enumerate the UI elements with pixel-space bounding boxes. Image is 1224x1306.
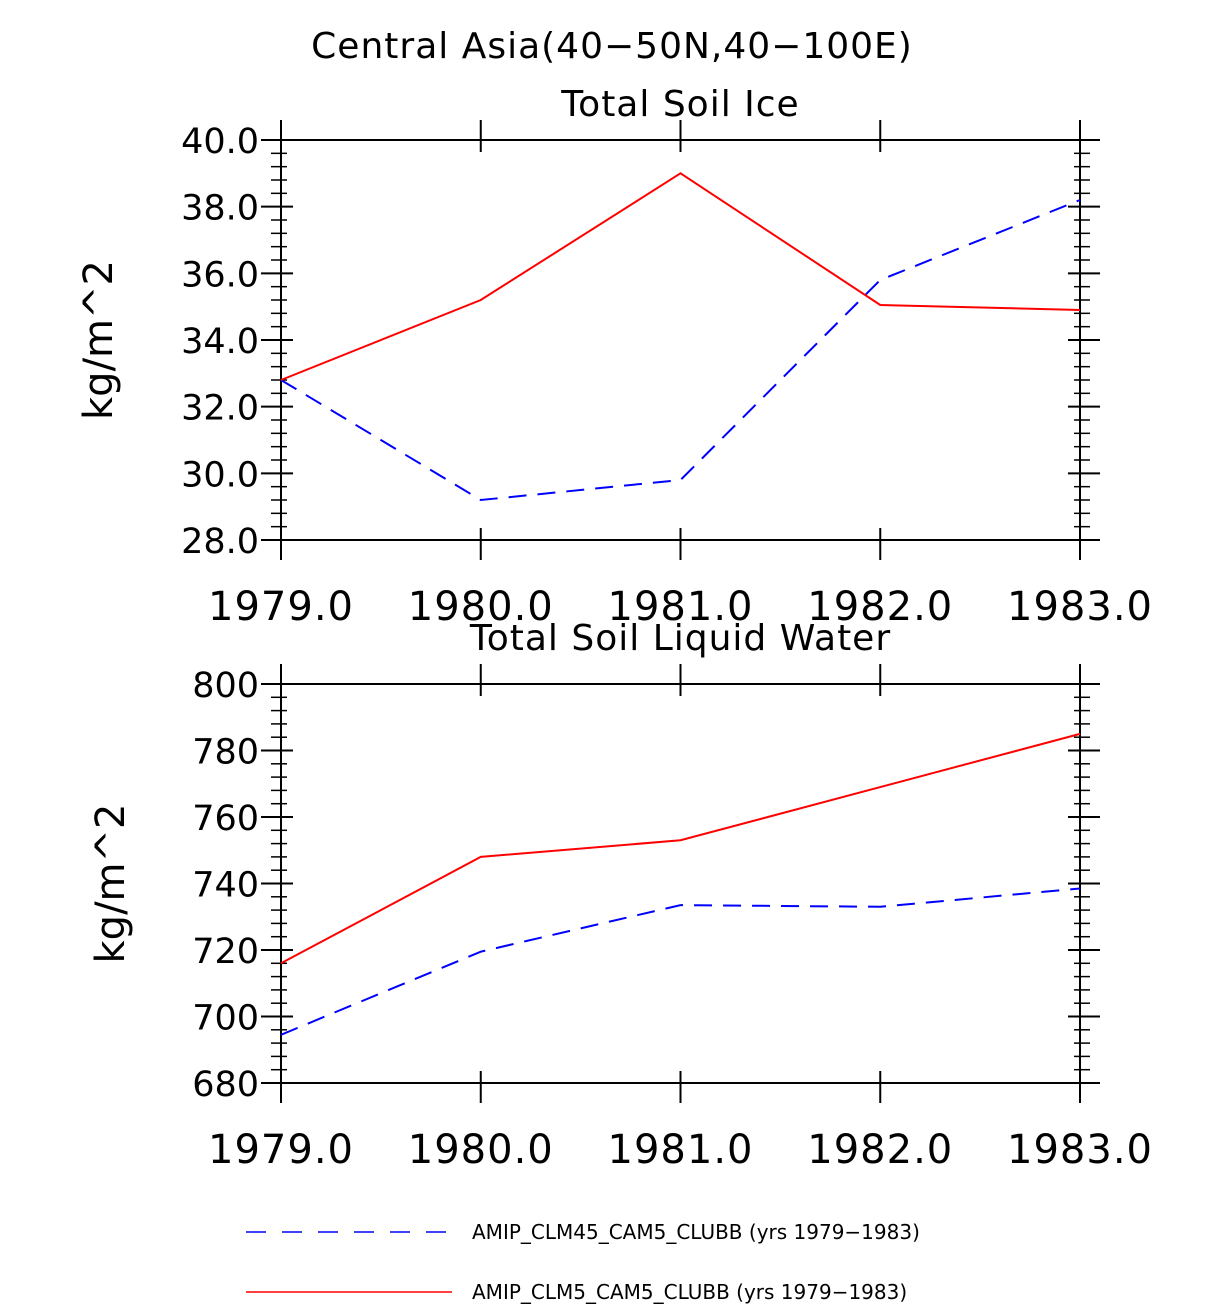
- x-tick-label: 1981.0: [608, 584, 754, 630]
- x-tick-label: 1983.0: [1007, 1127, 1153, 1173]
- y-axis-label: kg/m^2: [88, 804, 134, 964]
- plot-frame: [280, 139, 1081, 541]
- y-tick-label: 32.0: [181, 389, 259, 429]
- chart-panel-1: Total Soil Ice 28.0 30.0 32.0 34.0 36.0 38.0 40…: [76, 84, 1153, 630]
- panel-title: Total Soil Ice: [560, 84, 799, 125]
- series-line-clm5: [280, 172, 1081, 381]
- y-tick-label: 740: [192, 866, 259, 906]
- panel-title: Total Soil Liquid Water: [469, 618, 891, 659]
- x-tick-label: 1982.0: [807, 1127, 953, 1173]
- plot-frame: [280, 683, 1081, 1084]
- y-tick-label: 40.0: [181, 122, 259, 162]
- legend-label: AMIP_CLM5_CAM5_CLUBB (yrs 1979−1983): [472, 1280, 907, 1304]
- x-tick-label: 1982.0: [807, 584, 953, 630]
- legend-label: AMIP_CLM45_CAM5_CLUBB (yrs 1979−1983): [472, 1220, 920, 1244]
- y-tick-label: 760: [192, 799, 259, 839]
- y-tick-label: 38.0: [181, 189, 259, 229]
- y-tick-label: 780: [192, 733, 259, 773]
- legend: AMIP_CLM45_CAM5_CLUBB (yrs 1979−1983) AMI…: [246, 1220, 920, 1304]
- y-tick-label: 700: [192, 999, 259, 1039]
- y-axis-label: kg/m^2: [76, 260, 122, 420]
- chart-panel-2: Total Soil Liquid Water 680 700 720 740 760 78…: [88, 618, 1153, 1173]
- y-tick-label: 34.0: [181, 322, 259, 362]
- x-tick-label: 1980.0: [408, 1127, 554, 1173]
- y-tick-label: 30.0: [181, 455, 259, 495]
- x-tick-label: 1981.0: [608, 1127, 754, 1173]
- y-tick-label: 36.0: [181, 255, 259, 295]
- figure-title: Central Asia(40−50N,40−100E): [311, 26, 913, 67]
- x-tick-label: 1983.0: [1007, 584, 1153, 630]
- series-line-clm5: [280, 732, 1081, 965]
- x-tick-label: 1979.0: [208, 584, 354, 630]
- series-line-clm45: [280, 199, 1081, 502]
- x-tick-label: 1980.0: [408, 584, 554, 630]
- series-line-clm45: [280, 887, 1081, 1036]
- x-tick-label: 1979.0: [208, 1127, 354, 1173]
- y-tick-label: 720: [192, 932, 259, 972]
- y-tick-label: 28.0: [181, 522, 259, 562]
- y-tick-label: 800: [192, 666, 259, 706]
- y-tick-label: 680: [192, 1065, 259, 1105]
